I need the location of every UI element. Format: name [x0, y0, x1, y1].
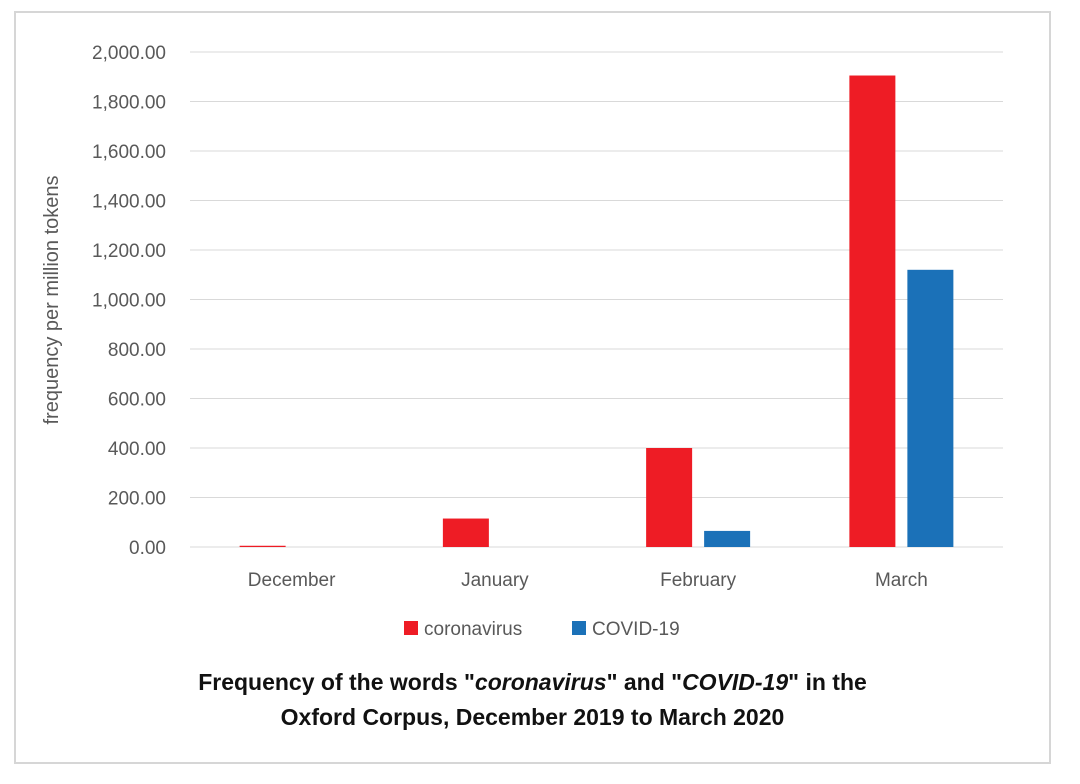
bar-coronavirus-march [849, 75, 896, 547]
legend-swatch [572, 621, 586, 635]
y-tick-label: 1,800.00 [92, 93, 166, 114]
caption-text: Frequency of the words " [198, 669, 475, 695]
y-tick-label: 1,600.00 [92, 142, 166, 163]
bar-chart: 0.00 200.00 400.00 600.00 800.00 1,000.00 1,20… [41, 43, 1003, 640]
bar-covid-19-february [704, 530, 751, 547]
y-tick-label: 1,000.00 [92, 291, 166, 312]
y-axis-title: frequency per million tokens [41, 175, 63, 424]
chart-caption: Frequency of the words "coronavirus" and… [14, 665, 1051, 735]
x-tick-label: February [660, 570, 737, 591]
y-tick-label: 0.00 [129, 538, 166, 559]
y-tick-label: 200.00 [108, 489, 166, 510]
caption-line-1: Frequency of the words "coronavirus" and… [14, 665, 1051, 700]
x-axis-tick-labels: December January February March [248, 570, 928, 591]
y-tick-label: 1,200.00 [92, 241, 166, 262]
bar-coronavirus-january [442, 518, 489, 547]
caption-text: " in the [788, 669, 867, 695]
y-tick-label: 2,000.00 [92, 43, 166, 64]
y-tick-label: 800.00 [108, 340, 166, 361]
bars [239, 75, 954, 547]
x-tick-label: March [875, 570, 928, 591]
caption-line-2: Oxford Corpus, December 2019 to March 20… [280, 704, 785, 730]
legend-label: coronavirus [424, 619, 522, 640]
y-tick-label: 600.00 [108, 390, 166, 411]
y-tick-label: 400.00 [108, 439, 166, 460]
bar-covid-19-march [907, 269, 954, 547]
x-tick-label: December [248, 570, 336, 591]
bar-coronavirus-december [239, 545, 286, 547]
caption-text: " and " [606, 669, 683, 695]
x-tick-label: January [461, 570, 529, 591]
bar-coronavirus-february [646, 448, 693, 547]
y-tick-label: 1,400.00 [92, 192, 166, 213]
caption-term-covid: COVID-19 [682, 669, 789, 695]
y-axis-tick-labels: 0.00 200.00 400.00 600.00 800.00 1,000.00 1,20… [92, 43, 166, 559]
legend: coronavirus COVID-19 [404, 619, 680, 640]
legend-label: COVID-19 [592, 619, 680, 640]
legend-swatch [404, 621, 418, 635]
caption-term-coronavirus: coronavirus [474, 669, 607, 695]
